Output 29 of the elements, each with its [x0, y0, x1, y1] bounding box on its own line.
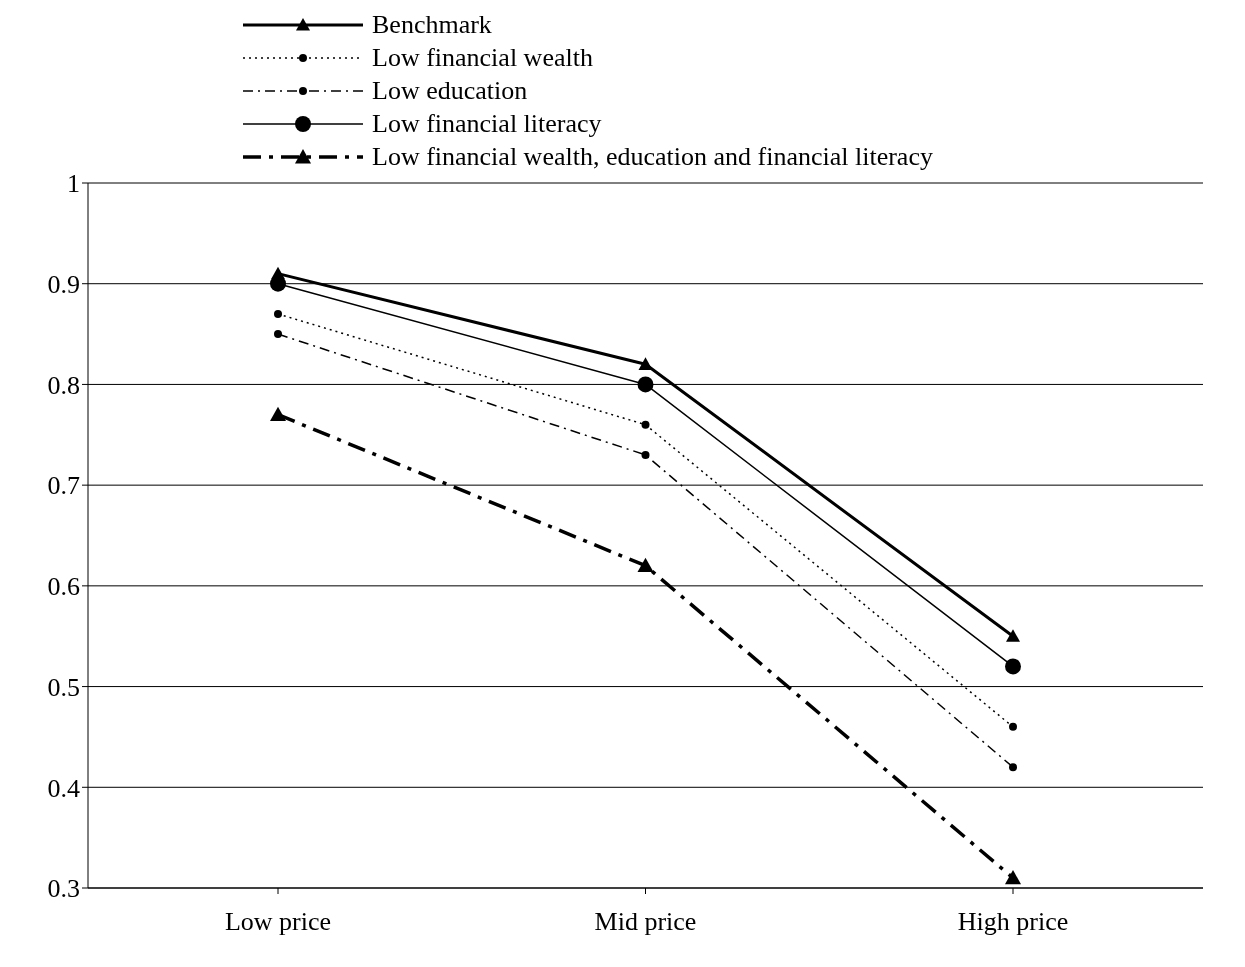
point [274, 330, 282, 339]
point [638, 357, 653, 370]
point [637, 376, 654, 393]
point [1009, 763, 1017, 772]
legend-label: Low education [372, 75, 528, 106]
point [641, 450, 650, 459]
point [641, 420, 650, 429]
legend-label: Low financial literacy [372, 108, 602, 139]
point [637, 557, 654, 573]
x-tick-label: High price [957, 907, 1069, 937]
y-tick-label: 0.4 [47, 773, 80, 803]
point [274, 309, 282, 318]
point [1005, 658, 1021, 675]
y-tick-label: 0.7 [47, 471, 80, 501]
y-tick-label: 0.5 [47, 672, 80, 702]
point [1009, 722, 1017, 731]
x-tick-label: Mid price [594, 907, 697, 937]
legend-label: Low financial wealth [372, 42, 593, 73]
legend-label: Benchmark [372, 9, 492, 40]
y-tick-label: 0.3 [47, 874, 80, 904]
point [1006, 629, 1020, 642]
y-tick-label: 0.6 [47, 572, 80, 602]
point [270, 406, 286, 422]
y-tick-label: 1 [67, 169, 80, 199]
point [1005, 869, 1021, 885]
legend-label: Low financial wealth, education and financial literacy [372, 141, 933, 172]
y-tick-label: 0.9 [47, 269, 80, 299]
y-tick-label: 0.8 [47, 370, 80, 400]
x-tick-label: Low price [224, 907, 332, 937]
